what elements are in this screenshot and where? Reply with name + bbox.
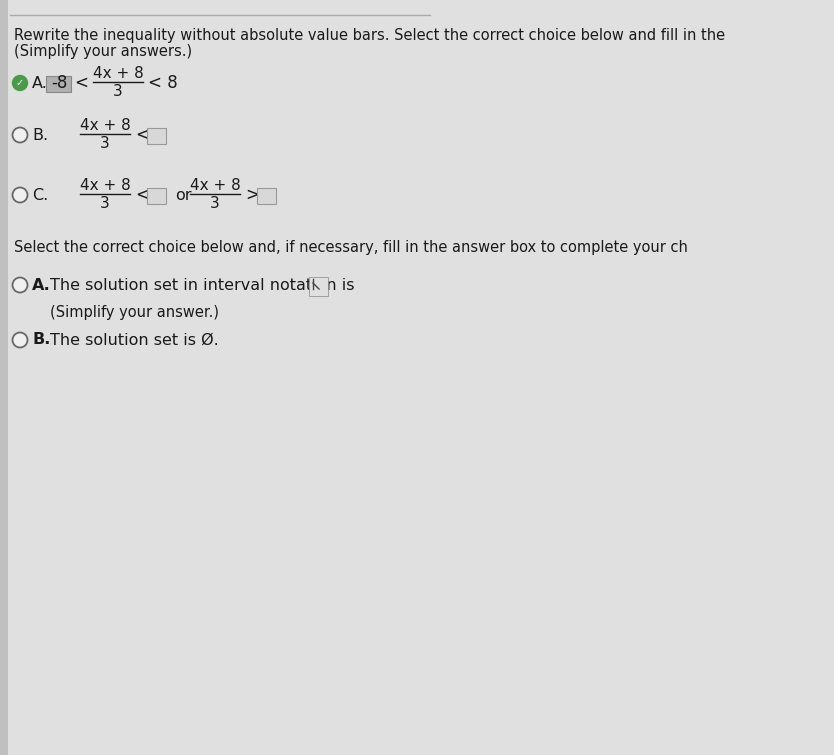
Text: 3: 3 bbox=[100, 137, 110, 152]
Text: 4x + 8: 4x + 8 bbox=[79, 119, 130, 134]
Text: -8: -8 bbox=[51, 74, 68, 92]
FancyBboxPatch shape bbox=[309, 276, 329, 295]
Text: Rewrite the inequality without absolute value bars. Select the correct choice be: Rewrite the inequality without absolute … bbox=[14, 28, 725, 43]
Text: 4x + 8: 4x + 8 bbox=[79, 178, 130, 193]
Text: (Simplify your answers.): (Simplify your answers.) bbox=[14, 44, 192, 59]
Circle shape bbox=[13, 76, 28, 91]
Text: ✓: ✓ bbox=[16, 78, 24, 88]
Text: Select the correct choice below and, if necessary, fill in the answer box to com: Select the correct choice below and, if … bbox=[14, 240, 688, 255]
Text: >: > bbox=[245, 186, 259, 204]
Circle shape bbox=[13, 128, 28, 143]
Text: C.: C. bbox=[32, 187, 48, 202]
Text: The solution set in interval notation is: The solution set in interval notation is bbox=[50, 278, 354, 292]
FancyBboxPatch shape bbox=[0, 0, 8, 755]
Circle shape bbox=[13, 332, 28, 347]
Text: <: < bbox=[135, 126, 149, 144]
FancyBboxPatch shape bbox=[148, 128, 167, 143]
Text: A.: A. bbox=[32, 278, 51, 292]
Text: The solution set is Ø.: The solution set is Ø. bbox=[50, 332, 219, 347]
FancyBboxPatch shape bbox=[148, 187, 167, 204]
Text: A.: A. bbox=[32, 76, 48, 91]
Text: or: or bbox=[175, 187, 192, 202]
Circle shape bbox=[13, 278, 28, 292]
Text: B.: B. bbox=[32, 128, 48, 143]
FancyBboxPatch shape bbox=[47, 76, 72, 91]
Text: 3: 3 bbox=[210, 196, 220, 211]
Text: 4x + 8: 4x + 8 bbox=[189, 178, 240, 193]
FancyBboxPatch shape bbox=[258, 187, 277, 204]
Text: 3: 3 bbox=[100, 196, 110, 211]
Text: 4x + 8: 4x + 8 bbox=[93, 66, 143, 82]
Text: 3: 3 bbox=[113, 85, 123, 100]
Text: < 8: < 8 bbox=[148, 74, 178, 92]
Circle shape bbox=[13, 187, 28, 202]
Text: <: < bbox=[74, 74, 88, 92]
Text: B.: B. bbox=[32, 332, 50, 347]
Text: <: < bbox=[135, 186, 149, 204]
Text: (Simplify your answer.): (Simplify your answer.) bbox=[50, 305, 219, 320]
